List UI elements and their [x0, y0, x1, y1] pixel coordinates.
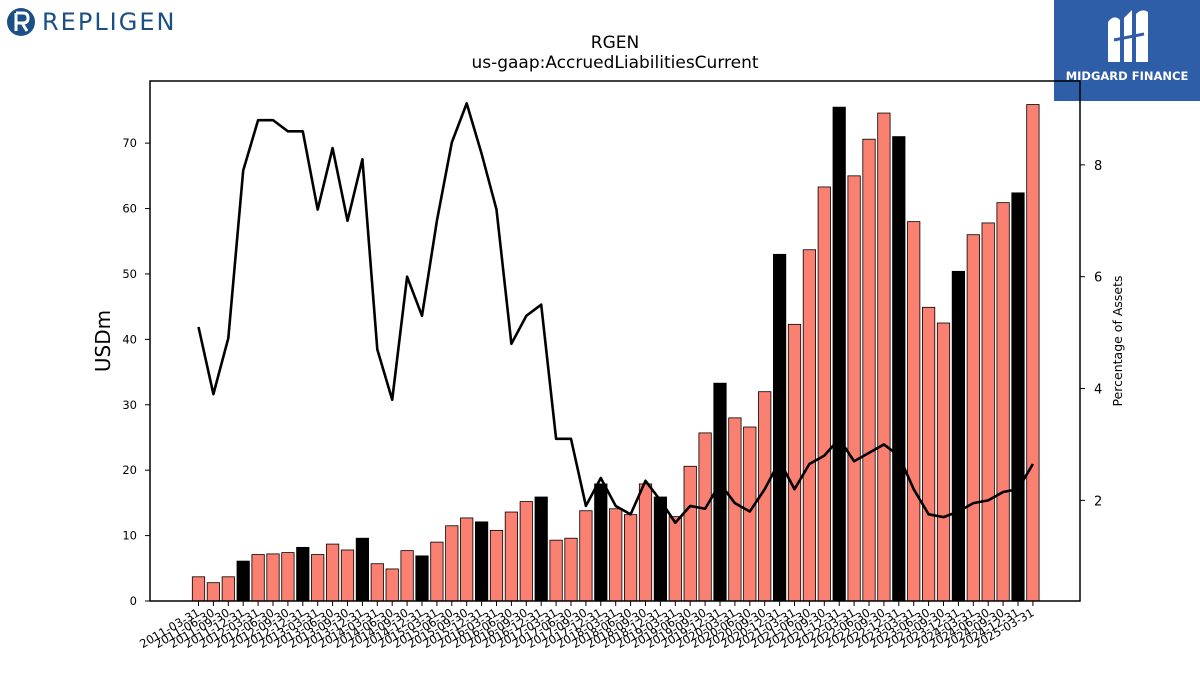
bar [698, 432, 712, 602]
y-tick-label: 50 [122, 267, 137, 281]
y2-axis-label: Percentage of Assets [1110, 276, 1125, 407]
bar [907, 221, 921, 602]
bar [1026, 104, 1040, 602]
bar [653, 496, 668, 602]
bar [936, 322, 951, 602]
bar [311, 554, 325, 602]
y-tick-label: 70 [122, 136, 137, 150]
y2-tick-label: 8 [1094, 159, 1102, 174]
bar [355, 537, 370, 602]
bar [519, 501, 533, 602]
line-series [197, 102, 1035, 525]
y-tick-label: 30 [122, 398, 137, 412]
bar [191, 576, 206, 602]
bar [564, 537, 578, 602]
bar [922, 306, 936, 602]
bar [802, 249, 817, 602]
bar [609, 508, 623, 602]
midgard-finance-logo-mark-icon [1108, 10, 1148, 62]
bar [266, 553, 280, 602]
y-tick-label: 40 [122, 332, 137, 346]
y2-tick-label: 6 [1094, 271, 1102, 286]
bar [281, 552, 295, 602]
bar [951, 270, 966, 602]
bar [683, 465, 697, 602]
bar [877, 112, 891, 602]
bar [817, 186, 831, 602]
bar [489, 529, 504, 602]
bar [251, 554, 265, 602]
bar [474, 521, 489, 602]
bar [728, 417, 742, 602]
bar [624, 514, 638, 602]
repligen-logo-text: REPLIGEN [42, 8, 177, 36]
bar [668, 516, 682, 602]
bar [638, 483, 653, 602]
bar [400, 550, 414, 602]
bar [206, 582, 220, 602]
y-tick-label: 10 [122, 529, 137, 543]
plot-frame [149, 80, 1081, 602]
bar [549, 539, 563, 602]
bar [221, 576, 235, 602]
bar [847, 175, 861, 602]
bar [385, 568, 399, 602]
bar [460, 517, 474, 602]
plot-area: 01020304050607024682011-03-312011-06-302… [122, 80, 1102, 651]
repligen-logo-mark-icon [7, 8, 35, 36]
bar [325, 543, 340, 602]
bar [1011, 192, 1025, 602]
bar [236, 560, 250, 602]
midgard-finance-logo: MIDGARD FINANCE [1054, 0, 1200, 101]
repligen-logo: REPLIGEN [6, 4, 176, 40]
bar [594, 483, 608, 602]
y2-tick-label: 2 [1094, 494, 1102, 509]
chart-title: RGEN [591, 33, 639, 53]
bar [981, 222, 995, 602]
bar [415, 555, 429, 602]
bar [504, 511, 519, 602]
chart-subtitle: us-gaap:AccruedLiabilitiesCurrent [471, 53, 758, 73]
bar [743, 426, 757, 602]
bar [534, 496, 548, 602]
y-tick-label: 60 [122, 202, 137, 216]
bar [966, 234, 980, 602]
bar [370, 563, 384, 602]
bar [445, 525, 459, 602]
bar [996, 202, 1010, 602]
bar [787, 323, 802, 602]
midgard-finance-logo-text: MIDGARD FINANCE [1065, 69, 1189, 83]
y2-tick-label: 4 [1094, 383, 1102, 398]
bar [296, 546, 310, 602]
bar [892, 136, 906, 602]
y-axis-label: USDm [91, 310, 115, 372]
bar [773, 253, 787, 602]
bar [579, 510, 593, 602]
bar [862, 138, 876, 602]
y-tick-label: 0 [130, 594, 137, 608]
y-tick-label: 20 [122, 463, 137, 477]
bar [430, 541, 444, 602]
bar [340, 549, 355, 602]
bar [832, 106, 846, 602]
